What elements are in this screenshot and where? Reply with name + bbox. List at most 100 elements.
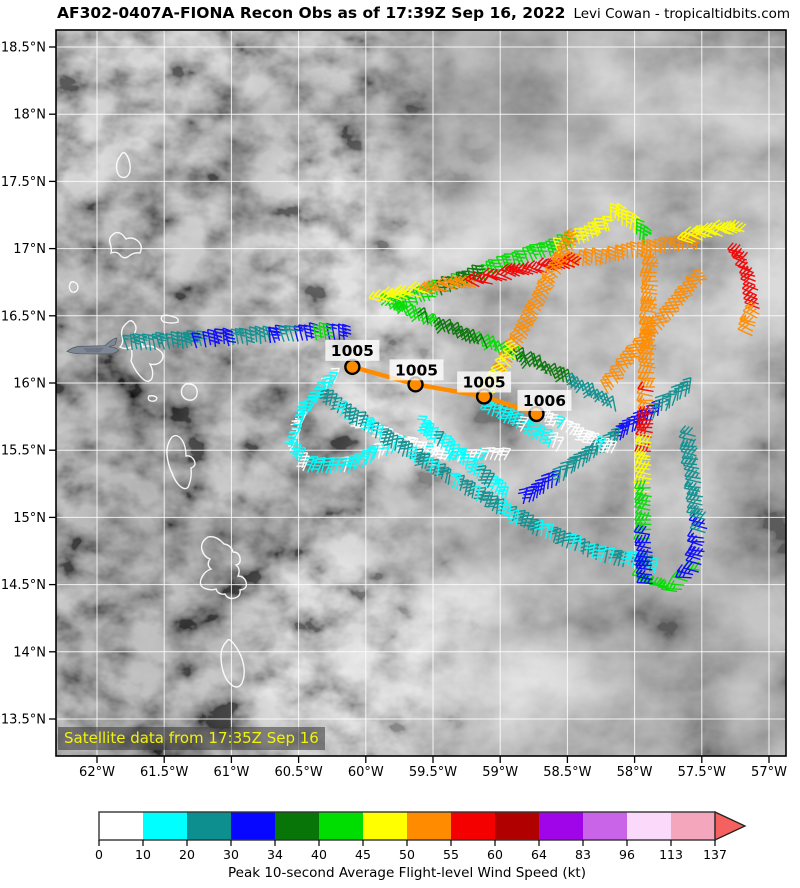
wind-barb-chain (335, 400, 659, 574)
figure-title-row: AF302-0407A-FIONA Recon Obs as of 17:39Z… (57, 4, 797, 22)
wind-barb-chain (417, 307, 573, 385)
colorbar-segment (451, 812, 495, 840)
pressure-fix-label: 1005 (331, 342, 374, 360)
latlon-grid (56, 30, 786, 756)
y-tick-label: 16°N (13, 377, 46, 392)
wind-barb-chain (284, 371, 403, 475)
island-coastline (180, 383, 198, 401)
axes: 62°W 61.5°W 61°W 60.5°W 60°W 59.5°W 59°W 58.5°W… (1, 41, 787, 781)
colorbar-title: Peak 10-second Average Flight-level Wind… (228, 865, 586, 881)
colorbar-tick-label: 45 (355, 847, 371, 862)
island-coastline (199, 535, 248, 600)
x-tick-label: 60.5°W (274, 765, 322, 780)
island-coastline (115, 152, 131, 179)
colorbar-segment (319, 812, 363, 840)
wind-barb-leg (633, 248, 659, 585)
pressure-fix-label: 1005 (395, 361, 438, 379)
wind-barb-chain (191, 327, 237, 349)
colorbar: 0 10 20 30 34 40 45 50 55 60 64 83 96 113 137 Peak 10-s… (95, 810, 747, 881)
y-tick-label: 18.5°N (1, 41, 46, 56)
y-tick-label: 15°N (13, 511, 46, 526)
wind-barb-chain (633, 433, 652, 493)
wind-barb-leg (676, 219, 747, 244)
x-tick-label: 61°W (213, 765, 249, 780)
wind-barb-chain (464, 252, 582, 288)
pressure-fix-label: 1006 (523, 392, 566, 410)
colorbar-tick-label: 83 (575, 847, 591, 862)
map-area: 1005 1005 1005 1006 (56, 30, 786, 756)
y-tick-label: 16.5°N (1, 309, 46, 324)
y-tick-label: 18°N (13, 108, 46, 123)
x-tick-label: 57.5°W (678, 765, 726, 780)
map-frame (55, 29, 787, 757)
colorbar-tick-label: 96 (619, 847, 635, 862)
wind-barb-chain (418, 274, 478, 295)
x-tick-label: 58.5°W (543, 765, 591, 780)
colorbar-segment (99, 812, 143, 840)
colorbar-segment (671, 812, 715, 840)
wind-barb-chain (737, 301, 760, 337)
x-tick-label: 62°W (79, 765, 115, 780)
pressure-label-bg (457, 371, 512, 393)
figure-title: AF302-0407A-FIONA Recon Obs as of 17:39Z… (57, 4, 566, 22)
wind-barbs (122, 202, 760, 593)
wind-barb-chain (727, 242, 760, 310)
wind-barb-leg (284, 367, 403, 475)
wind-barb-chain (278, 325, 299, 342)
track-line (351, 364, 538, 417)
x-tick-label: 59.5°W (409, 765, 457, 780)
colorbar-tick-label: 0 (95, 847, 103, 862)
wind-barb-chain (312, 321, 334, 341)
colorbar-segment (231, 812, 275, 840)
pressure-label-bg (389, 359, 444, 381)
x-tick-label: 58°W (617, 765, 653, 780)
wind-barb-chain (516, 416, 565, 453)
wind-barb-chain (636, 248, 659, 411)
aircraft-icon (66, 337, 120, 355)
x-tick-label: 60°W (348, 765, 384, 780)
colorbar-tick-label: 50 (399, 847, 415, 862)
wind-barb-chain (636, 217, 652, 246)
colorbar-tick-label: 55 (443, 847, 459, 862)
colorbar-tick-label: 30 (223, 847, 239, 862)
y-tick-label: 15.5°N (1, 444, 46, 459)
wind-barb-chain (634, 381, 654, 453)
colorbar-tick-label: 20 (179, 847, 195, 862)
wind-barb-chain (565, 372, 617, 412)
colorbar-tick-label: 40 (311, 847, 327, 862)
colorbar-tick-label: 60 (487, 847, 503, 862)
colorbar-segment (187, 812, 231, 840)
colorbar-segment (275, 812, 319, 840)
wind-barb-chain (678, 425, 707, 534)
pressure-label-bg (325, 339, 380, 361)
wind-barb-chain (609, 202, 644, 233)
wind-barb-leg (609, 202, 652, 246)
wind-barb-leg (368, 252, 582, 303)
wind-barb-chain (676, 219, 747, 244)
wind-barb-leg (319, 388, 659, 574)
x-tick-label: 59°W (482, 765, 518, 780)
y-tick-label: 14.5°N (1, 578, 46, 593)
island-coastline (108, 231, 142, 259)
colorbar-segment (495, 812, 539, 840)
x-tick-label: 57°W (751, 765, 787, 780)
satellite-note: Satellite data from 17:35Z Sep 16 (58, 727, 325, 750)
pressure-label-bg (517, 389, 572, 411)
wind-barb-chain (554, 415, 607, 450)
colorbar-segment (627, 812, 671, 840)
wind-barb-chain (122, 325, 277, 351)
colorbar-segment (583, 812, 627, 840)
wind-barb-leg (268, 321, 352, 343)
cloud-noise-coarse (56, 30, 786, 756)
island-coastline (166, 434, 196, 490)
y-tick-label: 13.5°N (1, 713, 46, 728)
island-coastline (160, 314, 179, 324)
island-coastline (220, 638, 245, 688)
colorbar-segment (539, 812, 583, 840)
wind-barb-chain (416, 415, 510, 503)
island-coastline (147, 395, 158, 402)
colorbar-segment (143, 812, 187, 840)
wind-barb-chain (493, 227, 579, 376)
x-tick-label: 61.5°W (140, 765, 188, 780)
